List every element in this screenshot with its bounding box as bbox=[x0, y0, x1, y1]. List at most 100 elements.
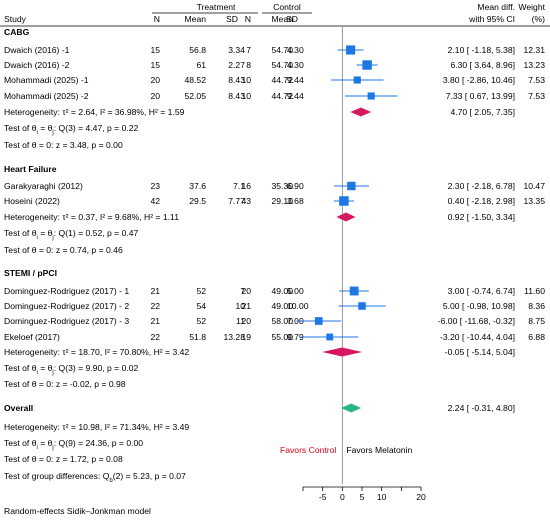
study-marker bbox=[347, 181, 356, 191]
study-control-sd: 10.00 bbox=[287, 301, 309, 311]
study-treatment-n: 21 bbox=[150, 286, 160, 296]
study-label: Dwaich (2016) -1 bbox=[4, 45, 70, 55]
group-pooled-diamond bbox=[322, 347, 363, 357]
study-ci-text: 0.40 [ -2.18, 2.98] bbox=[448, 196, 515, 206]
study-marker bbox=[349, 286, 359, 296]
study-label: Garakyaraghi (2012) bbox=[4, 181, 83, 191]
study-treatment-n: 22 bbox=[150, 301, 160, 311]
study-ci-text: 6.30 [ 3.64, 8.96] bbox=[450, 60, 515, 70]
group-heterogeneity: Heterogeneity: τ² = 0.37, I² = 9.68%, H²… bbox=[4, 212, 179, 222]
study-marker bbox=[358, 302, 366, 310]
study-treatment-mean: 37.6 bbox=[189, 181, 206, 191]
study-control-n: 8 bbox=[246, 60, 251, 70]
study-marker bbox=[339, 196, 349, 206]
study-control-n: 10 bbox=[241, 91, 251, 101]
study-control-mean: 58.00 bbox=[271, 316, 293, 326]
study-weight: 8.75 bbox=[528, 316, 545, 326]
study-ci-text: -6.00 [ -11.68, -0.32] bbox=[438, 316, 515, 326]
header-treatment-mean: Mean bbox=[185, 14, 207, 24]
favors-control-label: Favors Control bbox=[280, 445, 336, 455]
study-control-mean: 55.00 bbox=[271, 332, 293, 342]
header-control: Control bbox=[273, 2, 301, 12]
header-effect-line1: Mean diff. bbox=[477, 2, 515, 12]
study-treatment-mean: 29.5 bbox=[189, 196, 206, 206]
group-pooled-ci-text: -0.05 [ -5.14, 5.04] bbox=[445, 347, 515, 357]
study-treatment-n: 42 bbox=[150, 196, 160, 206]
study-control-sd: 7.00 bbox=[287, 316, 304, 326]
header-control-n: N bbox=[245, 14, 251, 24]
study-control-n: 43 bbox=[241, 196, 251, 206]
header-treatment-sd: SD bbox=[226, 14, 238, 24]
study-treatment-sd: 11 bbox=[236, 316, 245, 326]
header-study: Study bbox=[4, 14, 27, 24]
overall-heterogeneity: Heterogeneity: τ² = 10.98, I² = 71.34%, … bbox=[4, 422, 189, 432]
group-homogeneity-test: Test of θi = θj: Q(1) = 0.52, p = 0.47 bbox=[4, 228, 139, 241]
study-control-mean: 35.30 bbox=[271, 181, 293, 191]
study-treatment-mean: 52.05 bbox=[184, 91, 206, 101]
study-treatment-n: 21 bbox=[150, 316, 160, 326]
study-marker bbox=[367, 92, 375, 100]
group-homogeneity-test: Test of θi = θj: Q(3) = 4.47, p = 0.22 bbox=[4, 123, 139, 136]
study-marker bbox=[314, 317, 323, 325]
study-weight: 8.36 bbox=[528, 301, 545, 311]
study-label: Dominguez-Rodriguez (2017) - 1 bbox=[4, 286, 129, 296]
header-treatment: Treatment bbox=[197, 2, 236, 12]
overall-title: Overall bbox=[4, 403, 33, 413]
x-axis-tick-label: 5 bbox=[360, 492, 365, 502]
study-marker bbox=[353, 76, 361, 84]
study-label: Dominguez-Rodriguez (2017) - 3 bbox=[4, 316, 129, 326]
study-treatment-n: 15 bbox=[150, 60, 160, 70]
study-treatment-mean: 48.52 bbox=[184, 75, 206, 85]
study-treatment-sd: 7.77 bbox=[228, 196, 245, 206]
study-treatment-sd: 7.1 bbox=[233, 181, 245, 191]
study-treatment-sd: 7 bbox=[240, 286, 245, 296]
study-control-sd: 4.30 bbox=[287, 45, 304, 55]
study-control-n: 10 bbox=[241, 75, 251, 85]
study-control-n: 7 bbox=[246, 45, 251, 55]
group-differences-test: Test of group differences: Qb(2) = 5.23,… bbox=[4, 471, 186, 484]
study-marker bbox=[346, 45, 356, 55]
x-axis-tick-label: 10 bbox=[377, 492, 387, 502]
group-pooled-diamond bbox=[336, 212, 356, 222]
study-label: Dominguez-Rodriguez (2017) - 2 bbox=[4, 301, 129, 311]
study-control-mean: 44.72 bbox=[271, 75, 293, 85]
group-pooled-ci-text: 0.92 [ -1.50, 3.34] bbox=[448, 212, 515, 222]
group-zero-test: Test of θ = 0: z = 3.48, p = 0.00 bbox=[4, 140, 123, 150]
study-treatment-mean: 61 bbox=[196, 60, 206, 70]
header-weight-line2: (%) bbox=[532, 14, 546, 24]
study-weight: 13.23 bbox=[523, 60, 545, 70]
header-control-sd: SD bbox=[286, 14, 298, 24]
study-treatment-sd: 13.28 bbox=[223, 332, 245, 342]
footnote: Random-effects Sidik–Jonkman model bbox=[4, 506, 151, 516]
study-control-n: 19 bbox=[241, 332, 251, 342]
study-control-n: 21 bbox=[241, 301, 251, 311]
study-control-sd: 9.44 bbox=[287, 75, 304, 85]
study-weight: 7.53 bbox=[528, 91, 545, 101]
study-control-mean: 49.00 bbox=[271, 286, 293, 296]
study-control-n: 20 bbox=[241, 316, 251, 326]
header-treatment-n: N bbox=[154, 14, 160, 24]
study-treatment-n: 22 bbox=[150, 332, 160, 342]
study-control-mean: 49.00 bbox=[271, 301, 293, 311]
group-title-1: Heart Failure bbox=[4, 164, 57, 174]
study-treatment-sd: 8.43 bbox=[228, 75, 245, 85]
study-weight: 6.88 bbox=[528, 332, 545, 342]
study-control-n: 16 bbox=[241, 181, 251, 191]
study-label: Dwaich (2016) -2 bbox=[4, 60, 70, 70]
study-treatment-mean: 51.8 bbox=[189, 332, 206, 342]
study-treatment-mean: 56.8 bbox=[189, 45, 206, 55]
study-control-sd: 9.79 bbox=[287, 332, 304, 342]
study-label: Hoseini (2022) bbox=[4, 196, 60, 206]
study-ci-text: 2.30 [ -2.18, 6.78] bbox=[448, 181, 515, 191]
x-axis-tick-label: -5 bbox=[319, 492, 327, 502]
group-zero-test: Test of θ = 0: z = 0.74, p = 0.46 bbox=[4, 245, 123, 255]
study-marker bbox=[326, 333, 334, 341]
group-homogeneity-test: Test of θi = θj: Q(3) = 9.90, p = 0.02 bbox=[4, 363, 139, 376]
study-control-sd: 9.44 bbox=[287, 91, 304, 101]
overall-diamond bbox=[341, 403, 362, 413]
study-control-mean: 54.70 bbox=[271, 60, 293, 70]
study-control-mean: 29.10 bbox=[271, 196, 293, 206]
study-ci-text: -3.20 [ -10.44, 4.04] bbox=[440, 332, 515, 342]
study-treatment-sd: 2.27 bbox=[228, 60, 245, 70]
